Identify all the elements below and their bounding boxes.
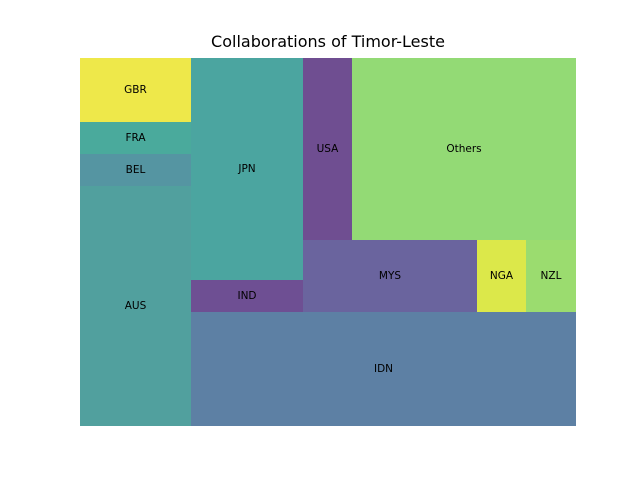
cell-rect-ind xyxy=(191,280,303,312)
cell-label-nzl: NZL xyxy=(541,270,562,282)
cell-ind: IND xyxy=(191,280,303,312)
cell-fra: FRA xyxy=(80,122,191,154)
cell-mys: MYS xyxy=(303,240,477,312)
cell-label-gbr: GBR xyxy=(124,84,147,96)
cell-label-idn: IDN xyxy=(374,363,393,375)
cell-jpn: JPN xyxy=(191,58,303,280)
cell-gbr: GBR xyxy=(80,58,191,122)
cell-rect-mys xyxy=(303,240,477,312)
cell-label-bel: BEL xyxy=(126,164,146,176)
cell-rect-aus xyxy=(80,186,191,426)
cell-label-jpn: JPN xyxy=(237,163,255,175)
cell-rect-usa xyxy=(303,58,352,240)
chart-title: Collaborations of Timor-Leste xyxy=(211,32,445,51)
cell-rect-nzl xyxy=(526,240,576,312)
cell-rect-gbr xyxy=(80,58,191,122)
cell-label-ind: IND xyxy=(237,290,256,302)
cell-rect-fra xyxy=(80,122,191,154)
cell-nzl: NZL xyxy=(526,240,576,312)
cell-aus: AUS xyxy=(80,186,191,426)
cell-usa: USA xyxy=(303,58,352,240)
cell-rect-nga xyxy=(477,240,526,312)
cell-label-mys: MYS xyxy=(379,270,401,282)
cell-label-usa: USA xyxy=(317,143,340,155)
cell-bel: BEL xyxy=(80,154,191,186)
cell-rect-others xyxy=(352,58,576,240)
cell-rect-bel xyxy=(80,154,191,186)
cell-label-nga: NGA xyxy=(490,270,514,282)
cell-nga: NGA xyxy=(477,240,526,312)
cell-label-aus: AUS xyxy=(125,300,147,312)
cell-label-fra: FRA xyxy=(125,132,146,144)
cell-label-others: Others xyxy=(446,143,481,155)
cell-rect-idn xyxy=(191,312,576,426)
cell-rect-jpn xyxy=(191,58,303,280)
cell-idn: IDN xyxy=(191,312,576,426)
cell-others: Others xyxy=(352,58,576,240)
